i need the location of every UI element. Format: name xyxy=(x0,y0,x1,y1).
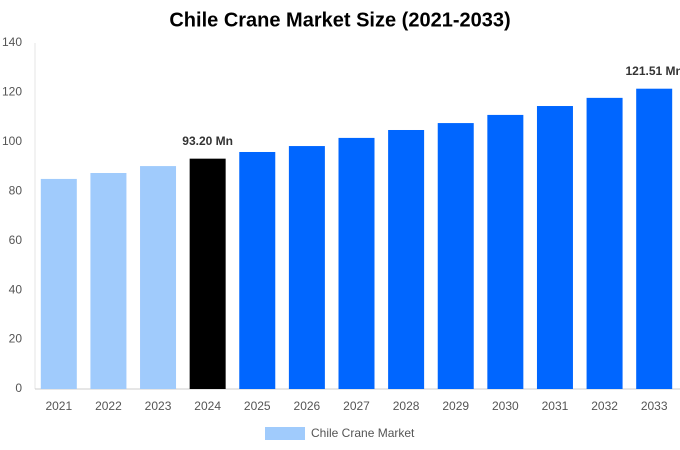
x-tick-label: 2026 xyxy=(294,399,321,413)
legend-label: Chile Crane Market xyxy=(311,426,415,440)
y-tick-label: 0 xyxy=(15,381,22,395)
x-tick-label: 2033 xyxy=(641,399,668,413)
bar xyxy=(437,123,474,390)
bar xyxy=(189,158,226,389)
bar xyxy=(586,97,623,389)
bar xyxy=(140,166,177,389)
legend-swatch xyxy=(265,427,305,440)
bar xyxy=(40,178,77,389)
value-label: 121.51 Mn xyxy=(626,64,680,78)
x-tick-label: 2027 xyxy=(343,399,370,413)
x-tick-label: 2028 xyxy=(393,399,420,413)
x-tick-label: 2023 xyxy=(145,399,172,413)
y-tick-label: 120 xyxy=(2,85,22,99)
bar xyxy=(338,137,375,389)
y-tick-label: 100 xyxy=(2,134,22,148)
x-tick-label: 2021 xyxy=(45,399,72,413)
x-tick-label: 2029 xyxy=(442,399,469,413)
x-tick-label: 2024 xyxy=(194,399,221,413)
bar xyxy=(90,172,127,389)
bar xyxy=(288,146,325,389)
bar xyxy=(239,151,276,389)
y-tick-label: 140 xyxy=(2,35,22,49)
x-tick-label: 2031 xyxy=(542,399,569,413)
value-label: 93.20 Mn xyxy=(182,134,233,148)
x-tick-label: 2032 xyxy=(591,399,618,413)
y-tick-label: 20 xyxy=(9,332,23,346)
bar xyxy=(487,114,524,389)
y-tick-label: 40 xyxy=(9,282,23,296)
chart-title: Chile Crane Market Size (2021-2033) xyxy=(169,9,510,31)
x-tick-label: 2025 xyxy=(244,399,271,413)
y-tick-label: 80 xyxy=(9,183,23,197)
bar xyxy=(388,129,425,389)
y-tick-label: 60 xyxy=(9,233,23,247)
bar xyxy=(536,106,573,390)
bar xyxy=(636,88,673,389)
x-tick-label: 2022 xyxy=(95,399,122,413)
x-tick-label: 2030 xyxy=(492,399,519,413)
